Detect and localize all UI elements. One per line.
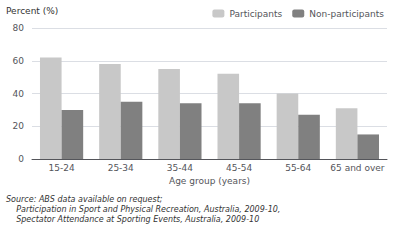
svg-text:Participation in Sport and Phy: Participation in Sport and Physical Recr… <box>6 205 280 214</box>
svg-text:Spectator Attendance at Sporti: Spectator Attendance at Sporting Events,… <box>6 215 259 224</box>
svg-text:80: 80 <box>13 23 25 33</box>
svg-text:20: 20 <box>13 121 25 131</box>
svg-text:Percent (%): Percent (%) <box>6 6 58 16</box>
svg-text:65 and over: 65 and over <box>330 163 384 173</box>
svg-text:Age group (years): Age group (years) <box>169 176 250 186</box>
svg-text:25-34: 25-34 <box>108 163 134 173</box>
svg-text:45-54: 45-54 <box>226 163 252 173</box>
svg-text:Participants: Participants <box>229 9 282 19</box>
svg-text:40: 40 <box>13 89 25 99</box>
svg-text:55-64: 55-64 <box>285 163 311 173</box>
svg-text:60: 60 <box>13 56 25 66</box>
svg-text:15-24: 15-24 <box>49 163 75 173</box>
svg-text:35-44: 35-44 <box>167 163 193 173</box>
svg-text:0: 0 <box>18 154 24 164</box>
svg-text:Non-participants: Non-participants <box>309 9 384 19</box>
svg-text:Source: ABS data available on: Source: ABS data available on request; <box>6 195 163 204</box>
